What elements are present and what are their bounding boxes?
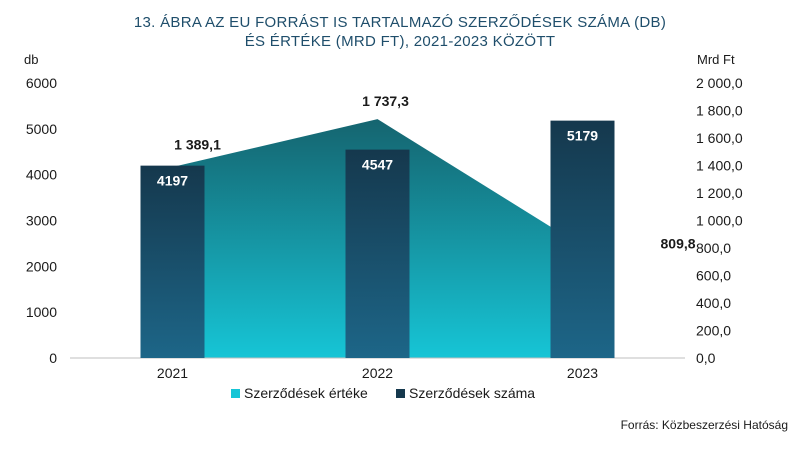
left-axis-tick-label: 1000 — [26, 304, 57, 320]
right-axis-unit: Mrd Ft — [697, 52, 735, 67]
source-note: Forrás: Közbeszerzési Hatóság — [620, 418, 788, 432]
bar-szerzodesek-szama — [140, 165, 205, 358]
chart-title-line-2: ÉS ÉRTÉKE (MRD FT), 2021-2023 KÖZÖTT — [244, 33, 556, 50]
right-axis-tick-label: 1 600,0 — [696, 130, 743, 146]
right-axis-tick-label: 0,0 — [696, 350, 716, 366]
left-axis-unit: db — [24, 52, 39, 67]
area-data-label: 809,8 — [661, 236, 696, 252]
chart-title-line-1: 13. ÁBRA AZ EU FORRÁST IS TARTALMAZÓ SZE… — [133, 14, 667, 31]
area-data-label: 1 737,3 — [362, 93, 409, 109]
left-axis-tick-label: 0 — [49, 350, 57, 366]
right-axis-tick-label: 2 000,0 — [696, 75, 743, 91]
left-axis-tick-label: 5000 — [26, 121, 57, 137]
bar-data-label: 4197 — [157, 173, 188, 189]
right-axis-tick-label: 400,0 — [696, 295, 731, 311]
bar-szerzodesek-szama — [345, 149, 410, 358]
x-axis-category-label: 2023 — [567, 365, 598, 381]
x-axis-category-label: 2021 — [157, 365, 188, 381]
right-axis-tick-label: 1 000,0 — [696, 213, 743, 229]
right-axis-tick-label: 1 400,0 — [696, 158, 743, 174]
left-axis-tick-label: 2000 — [26, 258, 57, 274]
left-axis-tick-label: 3000 — [26, 213, 57, 229]
bar-szerzodesek-szama — [550, 120, 615, 358]
right-axis-tick-label: 1 800,0 — [696, 103, 743, 119]
legend-swatch — [231, 389, 240, 398]
right-axis-tick-label: 1 200,0 — [696, 185, 743, 201]
legend-item-label: Szerződések száma — [409, 385, 535, 401]
left-axis-tick-label: 6000 — [26, 75, 57, 91]
x-axis-category-label: 2022 — [362, 365, 393, 381]
legend-item-label: Szerződések értéke — [244, 385, 368, 401]
right-axis-tick-label: 800,0 — [696, 240, 731, 256]
legend-swatch — [396, 389, 405, 398]
bar-data-label: 4547 — [362, 157, 393, 173]
bar-data-label: 5179 — [567, 128, 598, 144]
area-data-label: 1 389,1 — [174, 137, 221, 153]
left-axis-tick-label: 4000 — [26, 167, 57, 183]
right-axis-tick-label: 600,0 — [696, 268, 731, 284]
right-axis-tick-label: 200,0 — [696, 323, 731, 339]
